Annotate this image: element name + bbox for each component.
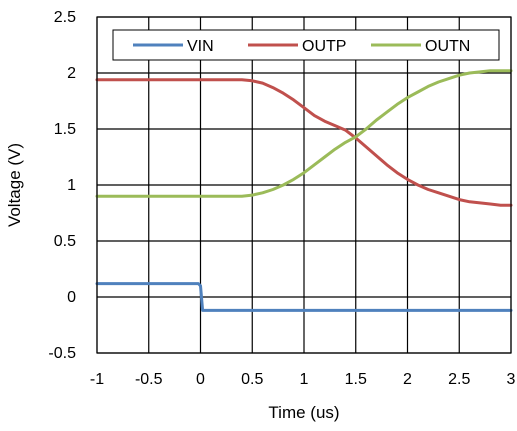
x-tick-label: 0.5 bbox=[241, 371, 263, 388]
x-tick-label: 3 bbox=[507, 371, 516, 388]
legend-label-vin: VIN bbox=[187, 38, 214, 55]
y-tick-label: 0.5 bbox=[54, 233, 76, 250]
series-lines bbox=[95, 69, 513, 312]
y-tick-label: 0 bbox=[67, 289, 76, 306]
y-tick-label: 1.5 bbox=[54, 121, 76, 138]
x-tick-label: 0 bbox=[196, 371, 205, 388]
x-tick-label: 1.5 bbox=[345, 371, 367, 388]
x-tick-label: 1 bbox=[300, 371, 309, 388]
x-tick-label: -1 bbox=[90, 371, 104, 388]
grid-lines bbox=[96, 16, 512, 354]
x-tick-label: 2.5 bbox=[448, 371, 470, 388]
x-tick-labels: -1 -0.5 0 0.5 1 1.5 2 2.5 3 bbox=[90, 371, 516, 388]
x-axis-title: Time (us) bbox=[268, 403, 339, 422]
x-tick-label: -0.5 bbox=[135, 371, 163, 388]
legend-label-outp: OUTP bbox=[302, 38, 346, 55]
legend: VIN OUTP OUTN bbox=[112, 29, 500, 61]
legend-label-outn: OUTN bbox=[425, 38, 470, 55]
y-tick-label: 2 bbox=[67, 65, 76, 82]
y-tick-labels: -0.5 0 0.5 1 1.5 2 2.5 bbox=[48, 9, 76, 362]
series-line-vin bbox=[95, 282, 513, 312]
y-axis-title: Voltage (V) bbox=[5, 143, 24, 227]
y-tick-label: 1 bbox=[67, 177, 76, 194]
x-tick-label: 2 bbox=[403, 371, 412, 388]
plot-area-frame bbox=[96, 16, 512, 354]
series-line-outp bbox=[95, 78, 513, 207]
y-tick-label: -0.5 bbox=[48, 345, 76, 362]
y-tick-label: 2.5 bbox=[54, 9, 76, 26]
series-line-outn bbox=[95, 69, 513, 198]
